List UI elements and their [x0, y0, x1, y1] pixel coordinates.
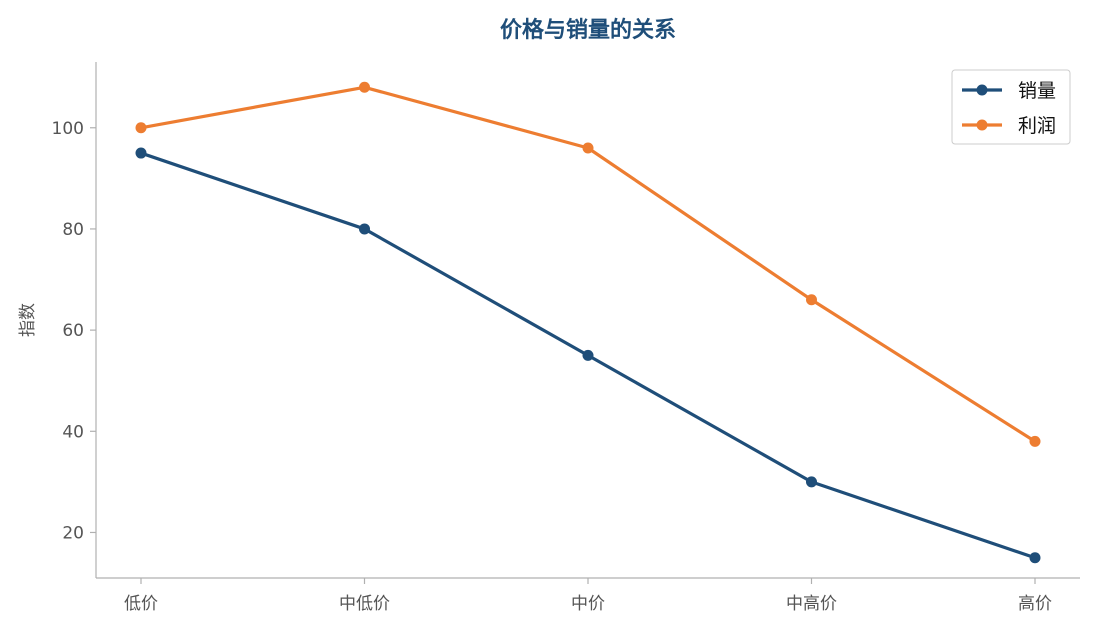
series-line-2	[139, 85, 1037, 444]
series-2-point	[359, 81, 370, 93]
x-tick-label: 中低价	[339, 594, 390, 614]
series-2-point	[582, 142, 594, 154]
y-tick-label: 60	[62, 321, 84, 341]
series-2-point	[1029, 435, 1041, 447]
chart-title: 价格与销量的关系	[500, 17, 676, 43]
y-tick-label: 40	[62, 422, 84, 442]
legend-label: 利润	[1018, 115, 1056, 137]
x-tick-label: 低价	[124, 594, 158, 614]
y-tick-label: 80	[62, 220, 84, 240]
y-tick-label: 20	[62, 523, 84, 543]
legend-marker	[976, 84, 988, 96]
x-axis-ticks: 低价 中低价 中价 中高价 高价	[124, 578, 1052, 614]
series-1-point	[582, 349, 594, 361]
legend-label: 销量	[1018, 80, 1056, 102]
x-tick-label: 高价	[1018, 594, 1052, 614]
y-tick-label: 100	[52, 119, 84, 139]
series-2-point	[135, 122, 147, 134]
series-2-point	[806, 294, 817, 306]
series-1-point	[1029, 552, 1041, 564]
x-tick-label: 中价	[571, 594, 605, 614]
series-layer	[135, 81, 1041, 564]
series-1-point	[135, 147, 147, 159]
y-axis-label: 指数	[18, 303, 38, 337]
y-axis-ticks: 20 40 60 80 100	[52, 119, 96, 543]
series-1-point	[359, 223, 370, 235]
legend-marker	[976, 119, 988, 131]
series-1-point	[806, 476, 817, 488]
x-tick-label: 中高价	[786, 594, 837, 614]
